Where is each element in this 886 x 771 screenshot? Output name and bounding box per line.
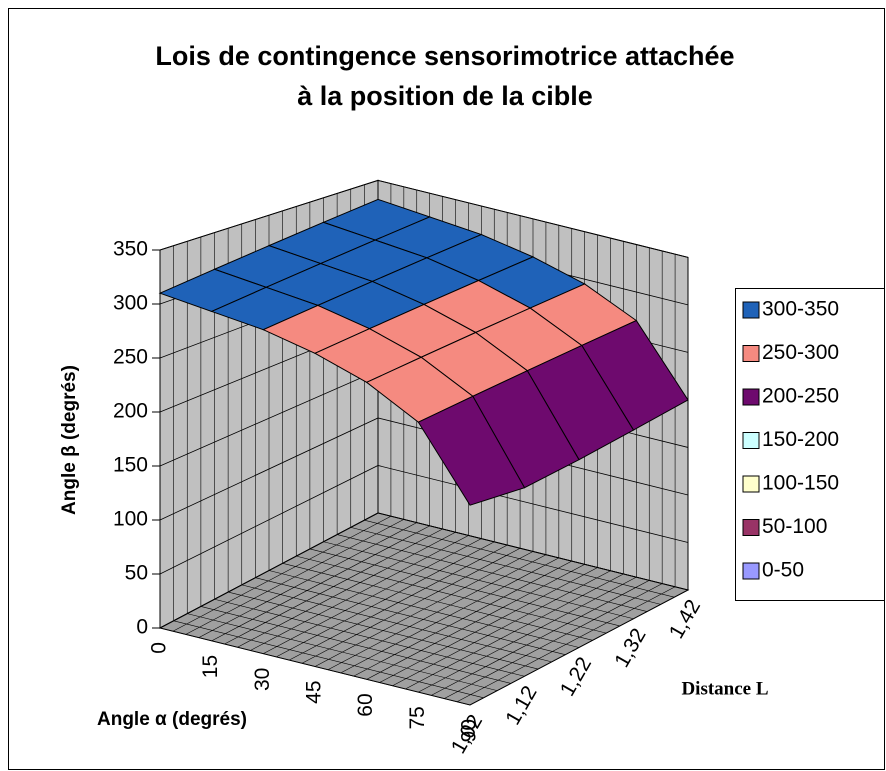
floor-grid-line xyxy=(173,620,484,699)
z-tick-label: 350 xyxy=(113,238,148,261)
floor-grid-line xyxy=(364,519,675,598)
x-tick-label: 45 xyxy=(303,681,326,704)
floor-grid-line xyxy=(214,598,525,677)
grid-line xyxy=(159,465,689,575)
floor-grid-line xyxy=(296,555,607,634)
z-tick-label: 150 xyxy=(113,454,148,477)
legend-label: 150-200 xyxy=(762,428,839,451)
grid-line xyxy=(159,417,689,521)
legend-swatch xyxy=(742,475,760,493)
floor-grid-line xyxy=(323,541,634,620)
legend-label: 300-350 xyxy=(762,298,839,321)
chart-title: à la position de la cible xyxy=(297,81,593,111)
grid-line xyxy=(159,512,689,629)
chart-title: Lois de contingence sensorimotrice attac… xyxy=(155,41,734,71)
floor-grid-line xyxy=(268,570,580,648)
floor-grid-line xyxy=(228,591,539,670)
y-axis-title: Distance L xyxy=(681,678,768,699)
x-tick-label: 15 xyxy=(199,655,222,678)
legend-swatch xyxy=(742,301,760,319)
floor-grid-line xyxy=(282,563,593,641)
z-axis-title: Angle β (degrés) xyxy=(59,365,80,515)
floor-grid-line xyxy=(241,584,552,663)
x-axis-title: Angle α (degrés) xyxy=(97,709,247,730)
surface-patch xyxy=(417,395,526,506)
legend-swatch xyxy=(742,519,760,536)
legend-swatch xyxy=(742,432,760,449)
floor-grid-line xyxy=(309,548,620,627)
floor-grid-line xyxy=(337,534,648,612)
z-tick-label: 0 xyxy=(136,616,148,639)
legend-swatch xyxy=(742,388,760,406)
legend-label: 250-300 xyxy=(762,341,839,364)
z-tick-label: 250 xyxy=(113,346,148,369)
legend-label: 100-150 xyxy=(762,472,839,495)
grid-line xyxy=(159,179,689,258)
x-tick-label: 0 xyxy=(148,642,171,654)
legend-label: 0-50 xyxy=(762,559,804,582)
legend-label: 50-100 xyxy=(762,515,827,538)
legend-swatch xyxy=(742,345,760,362)
legend-box xyxy=(735,288,885,601)
floor-grid-line xyxy=(159,627,471,706)
floor-grid-line xyxy=(187,613,498,691)
floor-grid-line xyxy=(255,577,566,655)
x-tick-label: 75 xyxy=(406,706,429,729)
x-tick-label: 60 xyxy=(354,693,377,716)
legend-label: 200-250 xyxy=(762,385,839,408)
z-tick-label: 200 xyxy=(113,400,148,423)
z-tick-label: 100 xyxy=(113,508,148,531)
z-tick-label: 50 xyxy=(125,562,148,585)
legend-swatch xyxy=(742,562,760,580)
x-tick-label: 90 xyxy=(458,719,481,742)
z-tick-label: 300 xyxy=(113,292,148,315)
x-tick-label: 30 xyxy=(251,668,274,691)
floor-grid-line xyxy=(350,527,661,605)
floor-grid-line xyxy=(200,606,511,684)
